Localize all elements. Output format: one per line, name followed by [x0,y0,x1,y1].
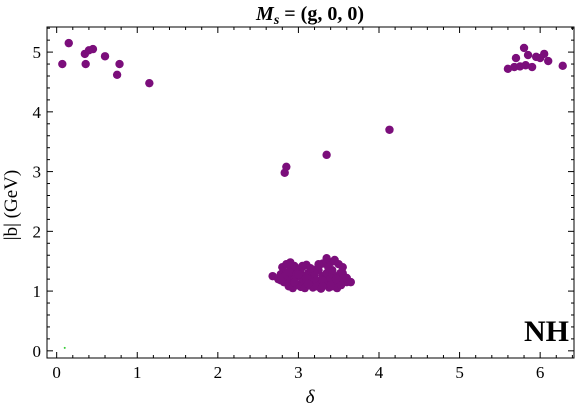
data-point [544,56,553,66]
data-point [306,264,315,273]
data-point [284,267,293,277]
data-point [326,280,335,290]
data-point [276,276,285,285]
data-point [318,276,327,285]
nh-annotation: NH [524,315,569,348]
data-point [539,49,549,59]
data-point [523,50,533,60]
x-tick-label: 2 [214,363,223,382]
y-axis-label: |b| (GeV) [1,170,22,240]
x-tick-label: 6 [536,363,545,382]
y-tick-label: 1 [33,282,42,301]
data-point [330,257,339,266]
title-main: M [255,3,275,25]
data-point [294,270,303,279]
data-point [519,43,529,53]
data-point [112,70,122,80]
x-tick-label: 3 [294,363,303,382]
data-point [88,44,98,54]
y-tick-label: 3 [33,163,42,182]
chart-title: Ms = (g, 0, 0) [255,3,364,28]
data-point [64,38,73,48]
data-point [342,273,351,283]
data-point [286,258,295,267]
plot-frame [46,26,575,359]
y-tick-label: 0 [33,342,42,361]
x-tick-label: 4 [375,363,384,382]
data-point [115,59,124,69]
y-tick-label: 4 [33,103,42,122]
data-point [298,261,307,271]
data-point [527,62,537,72]
y-tick-label: 5 [33,43,42,62]
title-rest: = (g, 0, 0) [279,3,364,25]
data-point [303,279,313,289]
data-point [318,282,327,291]
data-point [328,265,337,275]
data-point [145,78,154,88]
data-point [511,53,521,63]
data-point [322,150,331,160]
data-point [290,277,299,287]
axis-ticks: 0 1 2 3 4 5 6 0 1 2 3 4 5 [33,27,574,382]
data-point [100,52,110,61]
data-point [558,61,567,71]
stray-point [63,346,66,349]
data-point [521,61,530,70]
chart-title-text: Ms = (g, 0, 0) [255,3,364,28]
data-point [58,59,67,69]
data-point [314,260,323,269]
title-subscript: s [273,13,280,28]
data-point [336,280,346,290]
data-point [282,162,291,172]
x-tick-label: 1 [133,363,142,382]
x-tick-label: 0 [52,363,61,382]
data-point [338,262,347,272]
data-point [332,274,341,284]
y-tick-label: 2 [33,222,42,241]
data-points [58,38,567,349]
x-tick-label: 5 [455,363,464,382]
data-point [81,59,90,69]
data-point [503,64,513,74]
x-axis-label: δ [306,387,316,408]
data-point [322,254,331,263]
data-point [385,125,394,134]
